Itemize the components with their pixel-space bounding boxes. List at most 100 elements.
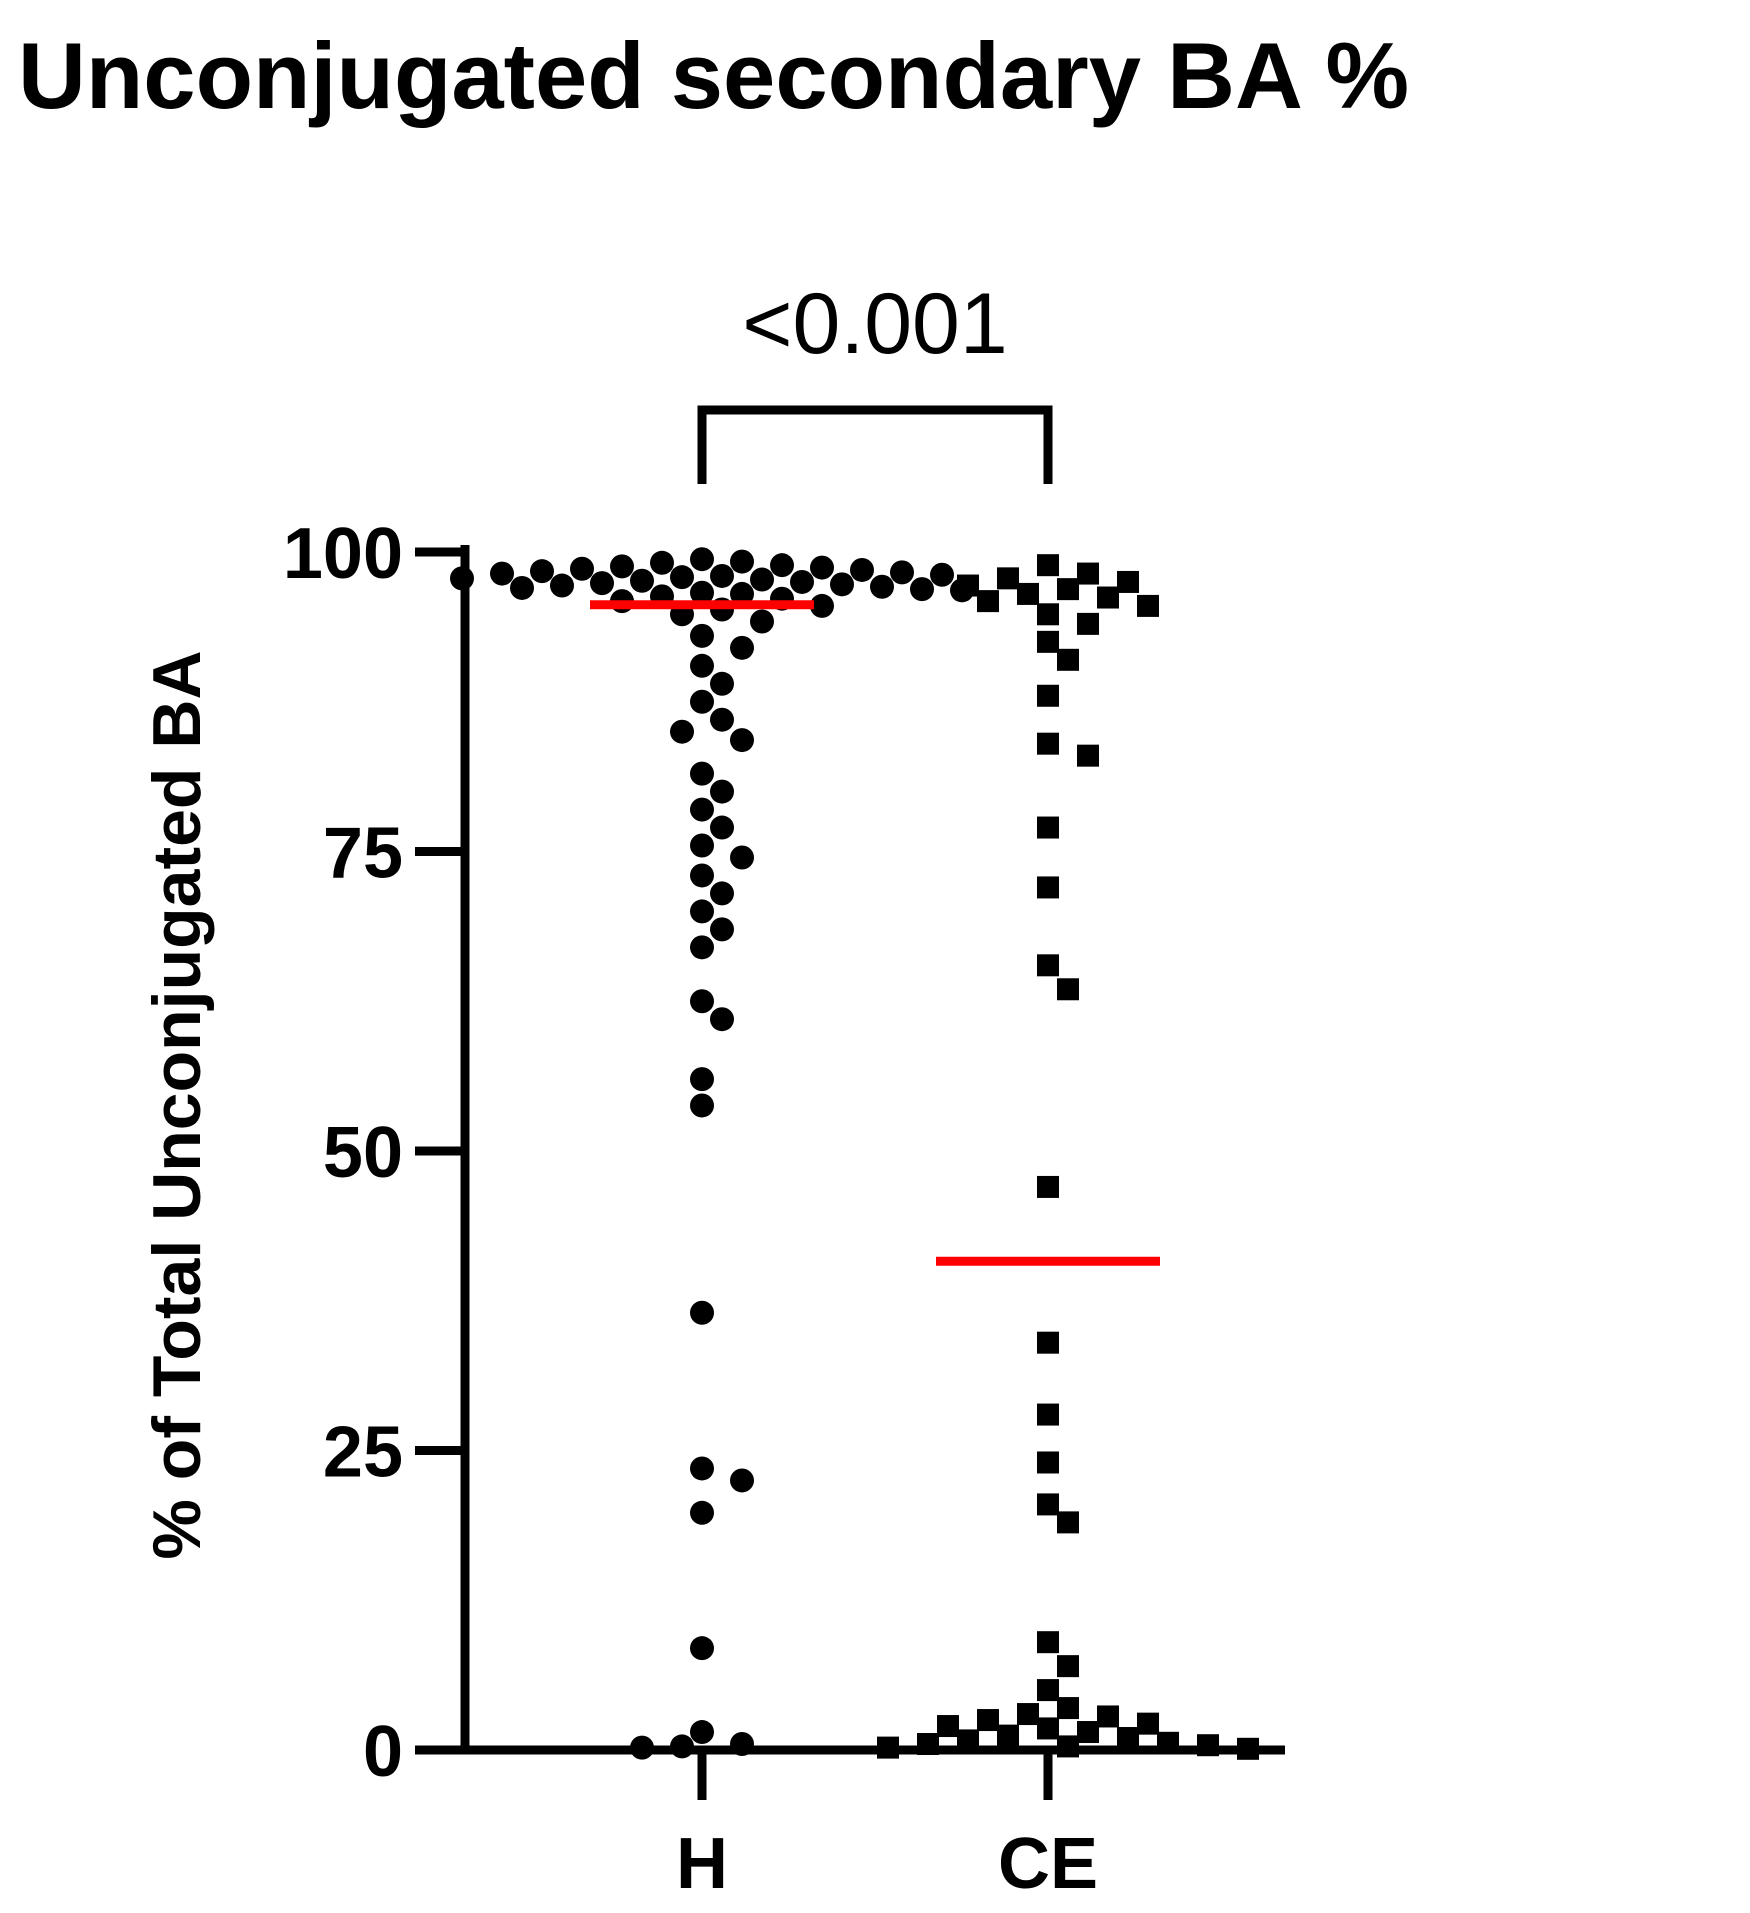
data-point-ce [1037, 1631, 1059, 1654]
data-point-h [690, 863, 714, 888]
data-point-ce [1037, 1451, 1059, 1474]
data-point-ce [1017, 582, 1039, 605]
data-point-ce [1037, 1175, 1059, 1198]
data-point-h [910, 577, 934, 602]
significance-bracket-line [697, 405, 1053, 484]
data-point-ce [1057, 648, 1079, 671]
y-axis-label: % of Total Unconjugated BA [139, 650, 215, 1559]
data-point-h [690, 580, 714, 605]
x-tick-label: H [676, 1824, 728, 1904]
data-point-ce [957, 574, 979, 597]
data-point-h [630, 568, 654, 593]
data-point-ce [977, 590, 999, 613]
y-tick-label: 25 [323, 1413, 403, 1493]
data-point-h [710, 1007, 734, 1032]
data-point-ce [1097, 1705, 1119, 1728]
axes [460, 545, 1285, 1755]
data-point-ce [1037, 954, 1059, 977]
data-point-ce [1037, 876, 1059, 899]
data-point-ce [1077, 1721, 1099, 1744]
data-point-h [670, 1734, 694, 1759]
data-point-ce [1037, 732, 1059, 755]
data-point-ce [1197, 1734, 1219, 1757]
data-point-ce [1057, 1511, 1079, 1534]
data-point-h [670, 719, 694, 744]
data-point-ce [1077, 612, 1099, 635]
data-point-ce [1037, 1717, 1059, 1740]
data-point-ce [997, 567, 1019, 590]
data-point-h [570, 556, 594, 581]
data-point-ce [1077, 744, 1099, 767]
data-point-ce [1077, 562, 1099, 585]
y-tick-label: 50 [323, 1113, 403, 1193]
data-point-h [610, 554, 634, 579]
y-tick-label: 0 [363, 1712, 403, 1792]
data-point-h [670, 565, 694, 590]
data-point-h [690, 547, 714, 572]
data-point-h [690, 1636, 714, 1661]
data-point-h [890, 560, 914, 585]
significance-bracket: <0.001 [697, 276, 1053, 484]
data-point-ce [1117, 570, 1139, 593]
data-point-h [710, 815, 734, 840]
data-point-h [690, 1300, 714, 1325]
y-ticks: 0 25 50 75 100 [283, 514, 465, 1792]
data-point-ce [1057, 1655, 1079, 1678]
y-tick-label: 75 [323, 814, 403, 894]
data-point-h [730, 581, 754, 606]
x-tick-label: CE [998, 1824, 1098, 1904]
data-point-h [710, 881, 734, 906]
data-point-h [730, 845, 754, 870]
data-point-h [690, 689, 714, 714]
data-point-ce [877, 1736, 899, 1759]
data-point-h [750, 567, 774, 592]
data-point-h [850, 557, 874, 582]
data-point-h [590, 571, 614, 596]
data-point-ce [1037, 603, 1059, 626]
data-point-ce [1037, 554, 1059, 577]
chart-title: Unconjugated secondary BA % [18, 23, 1409, 128]
p-value-label: <0.001 [742, 276, 1007, 372]
data-point-h [690, 833, 714, 858]
data-point-h [630, 1735, 654, 1760]
data-point-ce [1137, 594, 1159, 617]
data-point-ce [1237, 1737, 1259, 1760]
data-point-ce [1037, 684, 1059, 707]
data-point-h [690, 1067, 714, 1092]
data-point-ce [1057, 578, 1079, 601]
data-point-ce [1037, 1403, 1059, 1426]
data-point-h [690, 623, 714, 648]
data-point-h [730, 1468, 754, 1493]
data-point-ce [1037, 1493, 1059, 1516]
data-point-ce [917, 1733, 939, 1756]
data-point-h [490, 561, 514, 586]
data-point-ce [1037, 816, 1059, 839]
x-ticks: H CE [676, 1750, 1098, 1904]
data-point-h [690, 899, 714, 924]
data-point-h [810, 555, 834, 580]
data-point-h [710, 779, 734, 804]
data-point-h [690, 1500, 714, 1525]
data-point-ce [1117, 1727, 1139, 1750]
data-point-h [710, 671, 734, 696]
data-point-ce [957, 1729, 979, 1752]
data-point-ce [1017, 1703, 1039, 1726]
data-point-h [790, 569, 814, 594]
data-point-h [730, 728, 754, 753]
data-point-h [870, 574, 894, 599]
data-point-h [650, 550, 674, 575]
data-point-h [690, 935, 714, 960]
data-point-h [830, 572, 854, 597]
data-point-ce [1137, 1712, 1159, 1735]
data-point-h [750, 609, 774, 634]
data-point-ce [1057, 1697, 1079, 1720]
data-point-ce [1097, 586, 1119, 609]
data-point-h [730, 549, 754, 574]
data-point-h [690, 1456, 714, 1481]
data-point-ce [937, 1715, 959, 1738]
data-points [450, 547, 1259, 1760]
data-point-h [550, 573, 574, 598]
y-tick-label: 100 [283, 514, 403, 594]
data-point-h [450, 566, 474, 591]
